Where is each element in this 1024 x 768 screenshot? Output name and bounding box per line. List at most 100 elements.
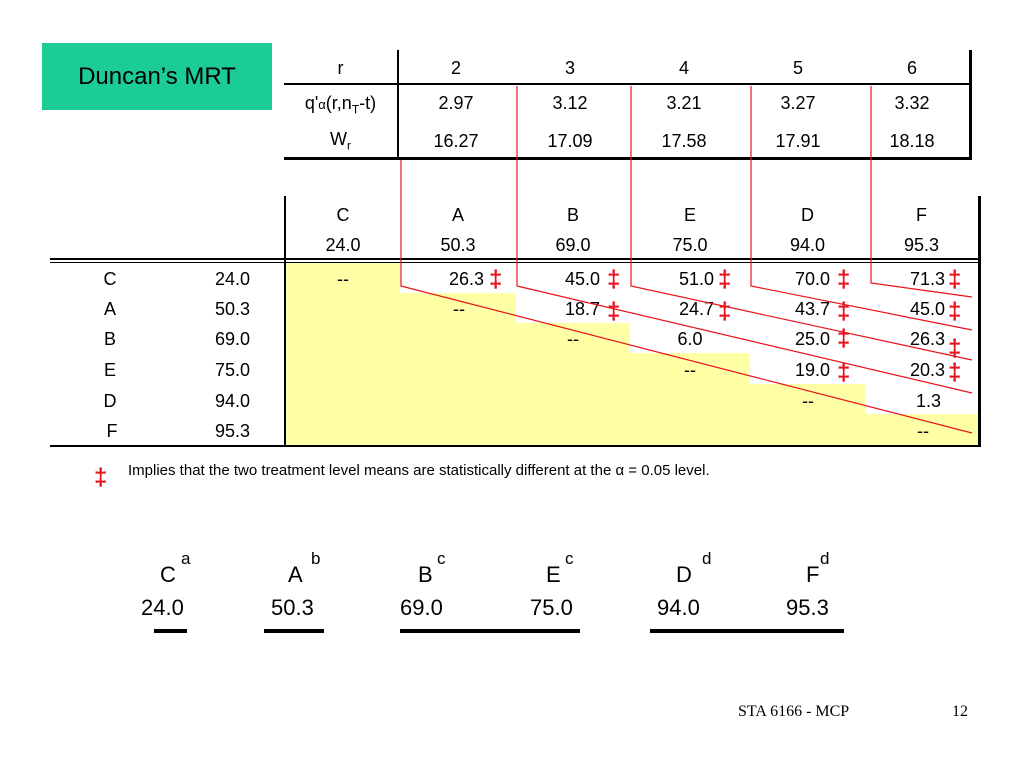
significance-mark: ‡ [718,266,732,293]
col-mean: 69.0 [555,235,591,255]
row-letter: B [103,329,116,349]
r-value: 2 [450,58,461,78]
group-letter: D [676,562,692,587]
diff-cell: -- [453,299,465,319]
group-mean: 75.0 [530,595,573,620]
col-mean: 75.0 [672,235,708,255]
footnote-mark: ‡ [94,464,108,491]
group-mean: 95.3 [786,595,829,620]
w-row-label: Wr [330,129,351,153]
row-mean: 75.0 [214,360,250,380]
significance-mark: ‡ [607,298,621,325]
col-letter: E [683,205,696,225]
diff-cell: -- [337,269,349,289]
range-table-divider [397,50,399,160]
group-underline [400,629,580,633]
page-number: 12 [952,703,968,720]
range-table-right-border [969,50,972,160]
q-value: 3.32 [894,93,930,113]
group-mean: 94.0 [657,595,700,620]
significance-mark: ‡ [948,359,962,386]
highlight-block [286,263,400,445]
group-letter: E [546,562,561,587]
col-mean: 24.0 [325,235,361,255]
matrix-bottom-rule [50,445,980,447]
row-mean: 50.3 [214,299,250,319]
range-table-bottom-rule [284,157,972,160]
group-mean: 50.3 [271,595,314,620]
group-mean: 24.0 [141,595,184,620]
diff-cell: 43.7 [794,299,830,319]
diff-cell: -- [802,391,814,411]
highlight-block [750,384,865,445]
significance-mark: ‡ [948,266,962,293]
significance-mark: ‡ [837,266,851,293]
slide-title: Duncan’s MRT [42,43,272,110]
row-letter: A [103,299,116,319]
group-superscript: b [311,549,321,568]
col-mean: 50.3 [440,235,476,255]
diff-cell: 24.7 [678,299,714,319]
range-line-r5 [750,86,973,331]
diff-cell: 20.3 [909,360,945,380]
significance-mark: ‡ [948,298,962,325]
col-letter: D [801,205,814,225]
significance-mark: ‡ [607,266,621,293]
diff-cell: 45.0 [909,299,945,319]
matrix-header-rule-thin [50,262,980,263]
row-letter: D [103,391,117,411]
row-mean: 69.0 [214,329,250,349]
w-value: 17.09 [547,131,593,151]
diff-cell: 26.3 [448,269,484,289]
row-mean: 24.0 [214,269,250,289]
w-value: 18.18 [889,131,935,151]
group-letter: B [418,562,433,587]
diff-cell: 26.3 [909,329,945,349]
group-superscript: c [437,549,446,568]
significance-mark: ‡ [489,266,503,293]
diff-cell: 1.3 [915,391,941,411]
row-mean: 95.3 [214,421,250,441]
q-value: 3.21 [666,93,702,113]
col-letter: A [451,205,464,225]
diff-cell: -- [567,329,579,349]
group-letter: F [806,562,820,587]
q-value: 3.27 [780,93,816,113]
r-value: 3 [564,58,575,78]
row-mean: 94.0 [214,391,250,411]
diff-cell: 45.0 [564,269,600,289]
q-row-label: q'α(r,nT-t) [304,93,377,117]
diff-cell: 70.0 [794,269,830,289]
diff-cell: -- [684,360,696,380]
diff-cell: 6.0 [677,329,703,349]
group-letter: A [288,562,303,587]
row-letter: C [103,269,117,289]
highlight-block [516,323,630,445]
diff-cell: -- [917,421,929,441]
col-letter: F [916,205,927,225]
range-line-r2 [400,160,973,434]
r-value: 6 [906,58,917,78]
matrix-header-rule [50,258,980,260]
diff-cell: 71.3 [909,269,945,289]
group-underline [154,629,187,633]
footer-course: STA 6166 - MCP [738,703,850,720]
q-value: 3.12 [552,93,588,113]
diff-cell: 51.0 [678,269,714,289]
group-mean: 69.0 [400,595,443,620]
range-line-r3 [516,86,973,394]
w-value: 16.27 [433,131,479,151]
group-letter: C [160,562,176,587]
r-row-label: r [337,58,344,78]
col-letter: C [336,205,350,225]
matrix-right-border [978,196,981,447]
r-value: 4 [678,58,689,78]
diff-cell: 25.0 [794,329,830,349]
col-mean: 94.0 [789,235,826,255]
highlight-block [400,293,516,445]
group-superscript: d [820,549,830,568]
group-superscript: a [181,549,191,568]
group-underline [650,629,844,633]
w-value: 17.91 [775,131,821,151]
